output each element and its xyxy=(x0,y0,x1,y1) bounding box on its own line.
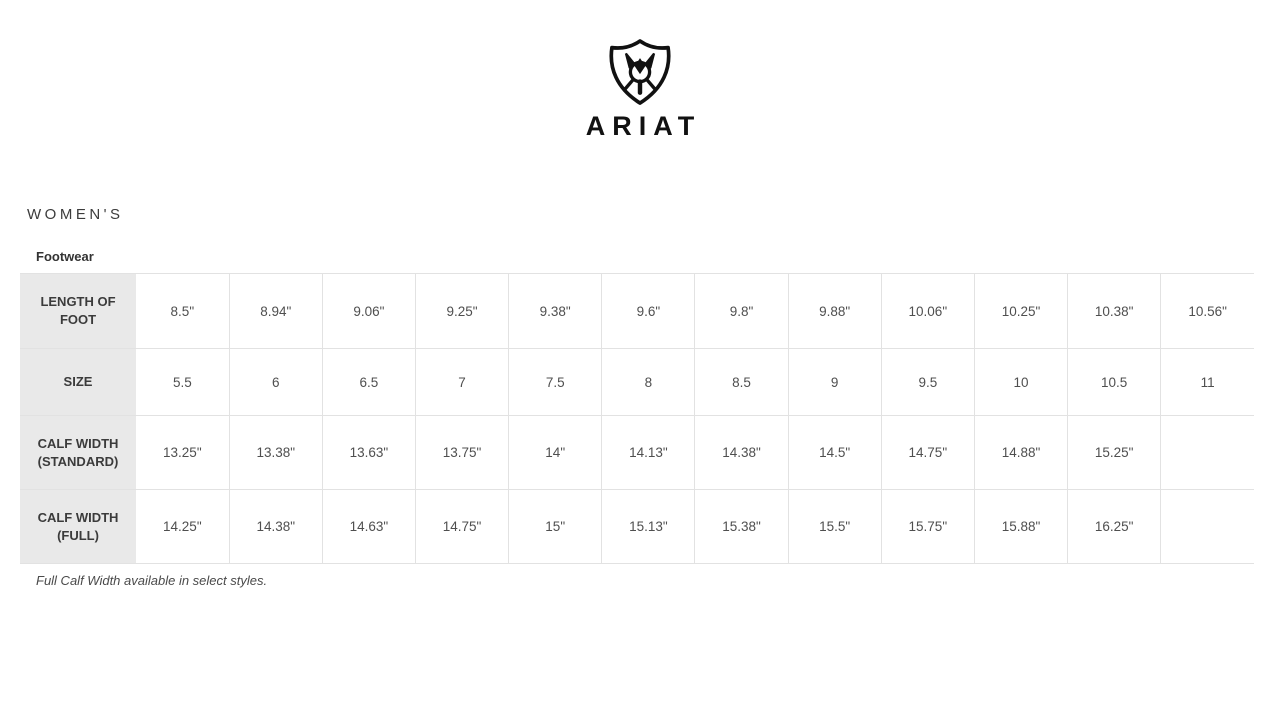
table-cell: 13.75" xyxy=(415,415,510,490)
table-cell: 10.5 xyxy=(1067,348,1162,416)
table-cell: 7.5 xyxy=(508,348,603,416)
table-cell: 8.5 xyxy=(694,348,789,416)
table-cell: 14" xyxy=(508,415,603,490)
table-cell: 15.75" xyxy=(881,489,975,564)
table-cell: 14.38" xyxy=(229,489,323,564)
table-cell: 14.75" xyxy=(881,415,975,490)
table-cell: 14.63" xyxy=(322,489,416,564)
table-cell: 10 xyxy=(974,348,1069,416)
table-cell: 16.25" xyxy=(1067,489,1162,564)
brand-header: ARIAT xyxy=(0,0,1280,142)
table-cell: 14.75" xyxy=(415,489,510,564)
table-cell: 14.5" xyxy=(788,415,882,490)
table-cell: 13.63" xyxy=(322,415,416,490)
table-cell: 7 xyxy=(415,348,510,416)
section-title-womens: WOMEN'S xyxy=(27,206,124,223)
table-cell: 10.25" xyxy=(974,273,1069,349)
table-cell: 6.5 xyxy=(322,348,416,416)
table-row-length-of-foot: LENGTH OF FOOT 8.5" 8.94" 9.06" 9.25" 9.… xyxy=(20,273,1254,349)
footnote-full-calf-width: Full Calf Width available in select styl… xyxy=(36,573,268,588)
subsection-title-footwear: Footwear xyxy=(36,249,94,264)
table-cell: 5.5 xyxy=(136,348,230,416)
table-cell: 14.88" xyxy=(974,415,1069,490)
table-cell: 15.38" xyxy=(694,489,789,564)
table-cell xyxy=(1160,489,1254,564)
table-cell: 9.38" xyxy=(508,273,603,349)
row-label-calf-width-full: CALF WIDTH (FULL) xyxy=(20,489,136,564)
table-cell: 8.94" xyxy=(229,273,323,349)
table-cell: 13.38" xyxy=(229,415,323,490)
table-cell: 9.5 xyxy=(881,348,975,416)
table-cell: 9 xyxy=(788,348,882,416)
row-label-calf-width-standard: CALF WIDTH (STANDARD) xyxy=(20,415,136,490)
ariat-shield-icon xyxy=(609,39,671,105)
table-cell: 8.5" xyxy=(136,273,230,349)
table-row-calf-width-standard: CALF WIDTH (STANDARD) 13.25" 13.38" 13.6… xyxy=(20,415,1254,490)
row-label-size: SIZE xyxy=(20,348,136,416)
table-cell: 15.25" xyxy=(1067,415,1162,490)
size-chart-table: LENGTH OF FOOT 8.5" 8.94" 9.06" 9.25" 9.… xyxy=(20,273,1254,564)
table-cell: 14.13" xyxy=(601,415,696,490)
table-cell: 9.88" xyxy=(788,273,882,349)
table-cell: 10.38" xyxy=(1067,273,1162,349)
table-cell: 15.13" xyxy=(601,489,696,564)
table-cell: 10.06" xyxy=(881,273,975,349)
table-cell: 6 xyxy=(229,348,323,416)
table-cell: 15.88" xyxy=(974,489,1069,564)
table-cell: 14.25" xyxy=(136,489,230,564)
table-cell: 14.38" xyxy=(694,415,789,490)
table-cell xyxy=(1160,415,1254,490)
table-cell: 11 xyxy=(1160,348,1254,416)
table-cell: 9.06" xyxy=(322,273,416,349)
table-cell: 8 xyxy=(601,348,696,416)
table-cell: 9.8" xyxy=(694,273,789,349)
brand-wordmark: ARIAT xyxy=(585,111,702,141)
table-cell: 15" xyxy=(508,489,603,564)
table-row-size: SIZE 5.5 6 6.5 7 7.5 8 8.5 9 9.5 10 10.5… xyxy=(20,348,1254,416)
row-label-length-of-foot: LENGTH OF FOOT xyxy=(20,273,136,349)
table-row-calf-width-full: CALF WIDTH (FULL) 14.25" 14.38" 14.63" 1… xyxy=(20,489,1254,564)
table-cell: 13.25" xyxy=(136,415,230,490)
table-cell: 9.25" xyxy=(415,273,510,349)
table-cell: 9.6" xyxy=(601,273,696,349)
table-cell: 15.5" xyxy=(788,489,882,564)
table-cell: 10.56" xyxy=(1160,273,1254,349)
